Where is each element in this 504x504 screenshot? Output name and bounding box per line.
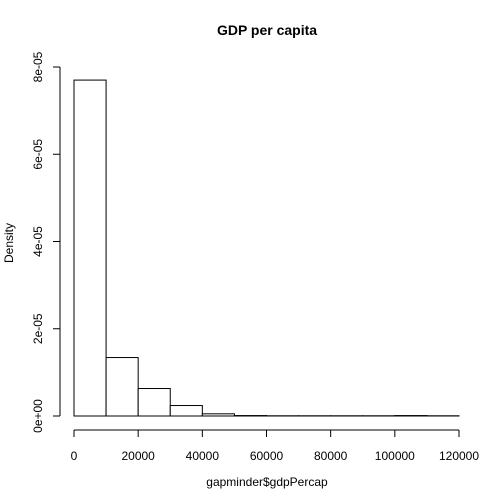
- x-tick-label: 60000: [250, 449, 284, 463]
- y-tick-label: 8e-05: [31, 51, 45, 82]
- histogram-bar-2: [137, 388, 171, 417]
- histogram-bars: [73, 79, 460, 417]
- histogram-bar-4: [201, 413, 235, 417]
- chart-title: GDP per capita: [217, 22, 317, 38]
- histogram-bar-1: [105, 357, 139, 417]
- x-axis: 0 20000 40000 60000 80000 100000 120000: [71, 429, 479, 463]
- x-tick-label: 20000: [121, 449, 155, 463]
- y-axis-label: Density: [2, 223, 16, 263]
- x-tick-label: 100000: [375, 449, 415, 463]
- histogram-bar-0: [73, 79, 107, 417]
- y-tick-label: 6e-05: [31, 139, 45, 170]
- x-tick-label: 0: [71, 449, 78, 463]
- y-tick-label: 0e+00: [31, 399, 45, 433]
- y-tick-label: 4e-05: [31, 226, 45, 257]
- x-tick-label: 80000: [314, 449, 348, 463]
- y-axis: 0e+00 2e-05 4e-05 6e-05 8e-05: [31, 51, 61, 433]
- histogram-bar-3: [169, 405, 203, 417]
- x-tick-label: 40000: [186, 449, 220, 463]
- x-tick-label: 120000: [439, 449, 479, 463]
- y-tick-label: 2e-05: [31, 313, 45, 344]
- x-axis-label: gapminder$gdpPercap: [206, 475, 328, 489]
